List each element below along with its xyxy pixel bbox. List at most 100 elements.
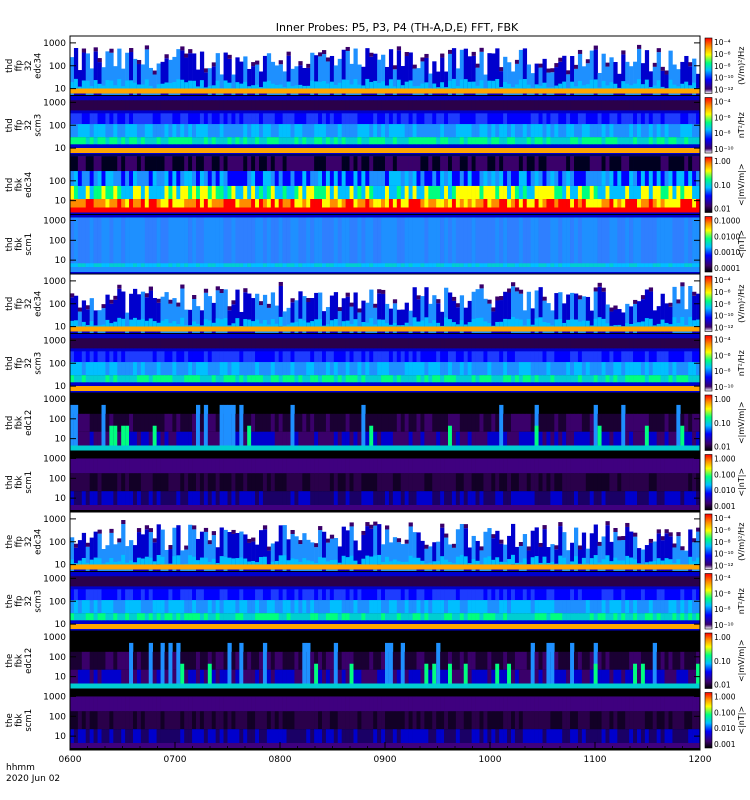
spectrogram-image [70, 214, 700, 274]
y-axis-label: thd [5, 475, 15, 489]
figure-title: Inner Probes: P5, P3, P4 (TH-A,D,E) FFT,… [276, 21, 519, 34]
colorbar-tick-label: 1.00 [714, 633, 731, 642]
low-freq-band [70, 624, 700, 629]
colorbar [704, 692, 713, 749]
colorbar-tick-label: 0.001 [714, 740, 736, 749]
colorbar [704, 216, 713, 273]
colorbar-tick-label: 10⁻⁴ [714, 276, 731, 285]
colorbar-tick-label: 0.100 [714, 470, 736, 479]
colorbar-tick-label: 0.01 [714, 681, 731, 690]
y-tick-label: 10 [55, 323, 67, 333]
y-axis-label: ffp [15, 120, 25, 131]
y-axis-label: fbk [15, 178, 25, 191]
y-axis-label: thd [5, 416, 15, 430]
y-tick-label: 1000 [43, 277, 66, 287]
panel-3: 100 10 thd fbk edc34 1.00 0.10 0.01 <|mV/m|> [5, 154, 746, 215]
colorbar-tick-label: 10⁻⁴ [714, 574, 731, 583]
x-tick-label: 1200 [689, 755, 712, 765]
y-tick-label: 10 [55, 673, 67, 683]
low-freq-band [70, 326, 700, 332]
colorbar-label: nT²/Hz [737, 112, 746, 138]
colorbar-label: <|mV/m|> [737, 639, 746, 682]
panel-9: 1000 100 10 the ffp 32 edc34 10⁻⁴ 10⁻⁶ 10⁻⁸ 10⁻¹⁰ 1… [5, 511, 746, 572]
spectrogram-image [70, 631, 700, 691]
y-axis-label: fbk [15, 416, 25, 429]
y-tick-label: 10 [55, 561, 67, 571]
colorbar-tick-label: 10⁻¹² [714, 86, 734, 95]
spectrogram-image [70, 690, 700, 750]
y-axis-label: scm3 [34, 590, 44, 613]
low-freq-band [70, 564, 700, 570]
y-axis-label: scm3 [34, 352, 44, 375]
y-tick-label: 1000 [43, 98, 66, 108]
y-axis-label: ffp [15, 536, 25, 547]
y-axis-label: the [5, 594, 15, 608]
spectrogram-image [70, 95, 700, 155]
colorbar-tick-label: 10⁻⁴ [714, 514, 731, 523]
colorbar-tick-label: 0.1000 [714, 217, 740, 226]
y-axis-label: thd [5, 178, 15, 192]
y-tick-label: 10 [55, 620, 67, 630]
panel-6: 1000 100 10 thd ffp 32 scm3 10⁻⁴ 10⁻⁶ 10⁻⁸ 10⁻¹⁰nT… [5, 333, 746, 394]
y-tick-label: 1000 [43, 692, 66, 702]
x-tick-label: 0800 [269, 755, 292, 765]
colorbar-tick-label: 10⁻⁴ [714, 38, 731, 47]
colorbar-label: nT²/Hz [737, 588, 746, 614]
colorbar-tick-label: 1.000 [714, 455, 736, 464]
y-axis-label: ffp [15, 60, 25, 71]
colorbar-tick-label: 10⁻¹⁰ [714, 621, 734, 630]
x-tick-label: 0700 [164, 755, 187, 765]
y-axis-label: scm1 [24, 709, 34, 732]
date-label: 2020 Jun 02 [6, 774, 60, 784]
y-axis-label: the [5, 713, 15, 727]
colorbar-tick-label: 0.10 [714, 657, 731, 666]
y-tick-label: 10 [55, 494, 67, 504]
colorbar [704, 454, 713, 511]
y-axis-label: scm1 [24, 471, 34, 494]
colorbar [704, 632, 713, 689]
colorbar-tick-label: 10⁻¹⁰ [714, 550, 734, 559]
colorbar [704, 335, 713, 392]
y-tick-label: 10 [55, 144, 67, 154]
spectrogram-image [70, 571, 700, 631]
colorbar-tick-label: 0.010 [714, 724, 736, 733]
y-axis-label: scm3 [34, 114, 44, 137]
y-tick-label: 100 [49, 712, 66, 722]
low-freq-band [70, 88, 700, 94]
colorbar-tick-label: 10⁻⁶ [714, 288, 731, 297]
y-tick-label: 100 [49, 300, 66, 310]
spectrogram-image [70, 452, 700, 512]
y-tick-label: 100 [49, 653, 66, 663]
y-tick-label: 100 [49, 538, 66, 548]
y-tick-label: 1000 [43, 574, 66, 584]
y-axis-label: thd [5, 297, 15, 311]
y-tick-label: 100 [49, 62, 66, 72]
y-tick-label: 100 [49, 474, 66, 484]
y-axis-label: thd [5, 356, 15, 370]
y-axis-label: fbk [15, 238, 25, 251]
panel-12: 1000 100 10 the fbk scm1 1.000 0.100 0.010 0.001<… [5, 690, 746, 751]
panel-5: 1000 100 10 thd ffp 32 edc34 10⁻⁴ 10⁻⁶ 10⁻⁸ 10⁻¹⁰ 1… [5, 273, 746, 334]
y-tick-label: 10 [55, 382, 67, 392]
y-axis-label: fbk [15, 476, 25, 489]
spectrogram-image [70, 155, 700, 215]
y-axis-label: thd [5, 237, 15, 251]
y-axis-label: 32 [24, 60, 34, 71]
y-axis-label: 32 [24, 298, 34, 309]
y-axis-label: edc34 [24, 172, 34, 198]
low-freq-band [70, 267, 700, 272]
colorbar-tick-label: 10⁻⁸ [714, 62, 731, 71]
colorbar-tick-label: 0.01 [714, 205, 731, 214]
colorbar-tick-label: 10⁻¹⁰ [714, 74, 734, 83]
colorbar-tick-label: 0.0010 [714, 248, 740, 257]
panel-8: 1000 100 10 thd fbk scm1 1.000 0.100 0.010 0.001<… [5, 452, 746, 513]
y-axis-label: scm1 [24, 233, 34, 256]
colorbar [704, 573, 713, 630]
colorbar-tick-label: 10⁻¹⁰ [714, 312, 734, 321]
low-freq-band [70, 207, 700, 213]
colorbar-tick-label: 0.10 [714, 419, 731, 428]
y-axis-label: edc12 [24, 410, 34, 436]
time-format-label: hhmm [6, 763, 35, 773]
y-tick-label: 10 [55, 256, 67, 266]
